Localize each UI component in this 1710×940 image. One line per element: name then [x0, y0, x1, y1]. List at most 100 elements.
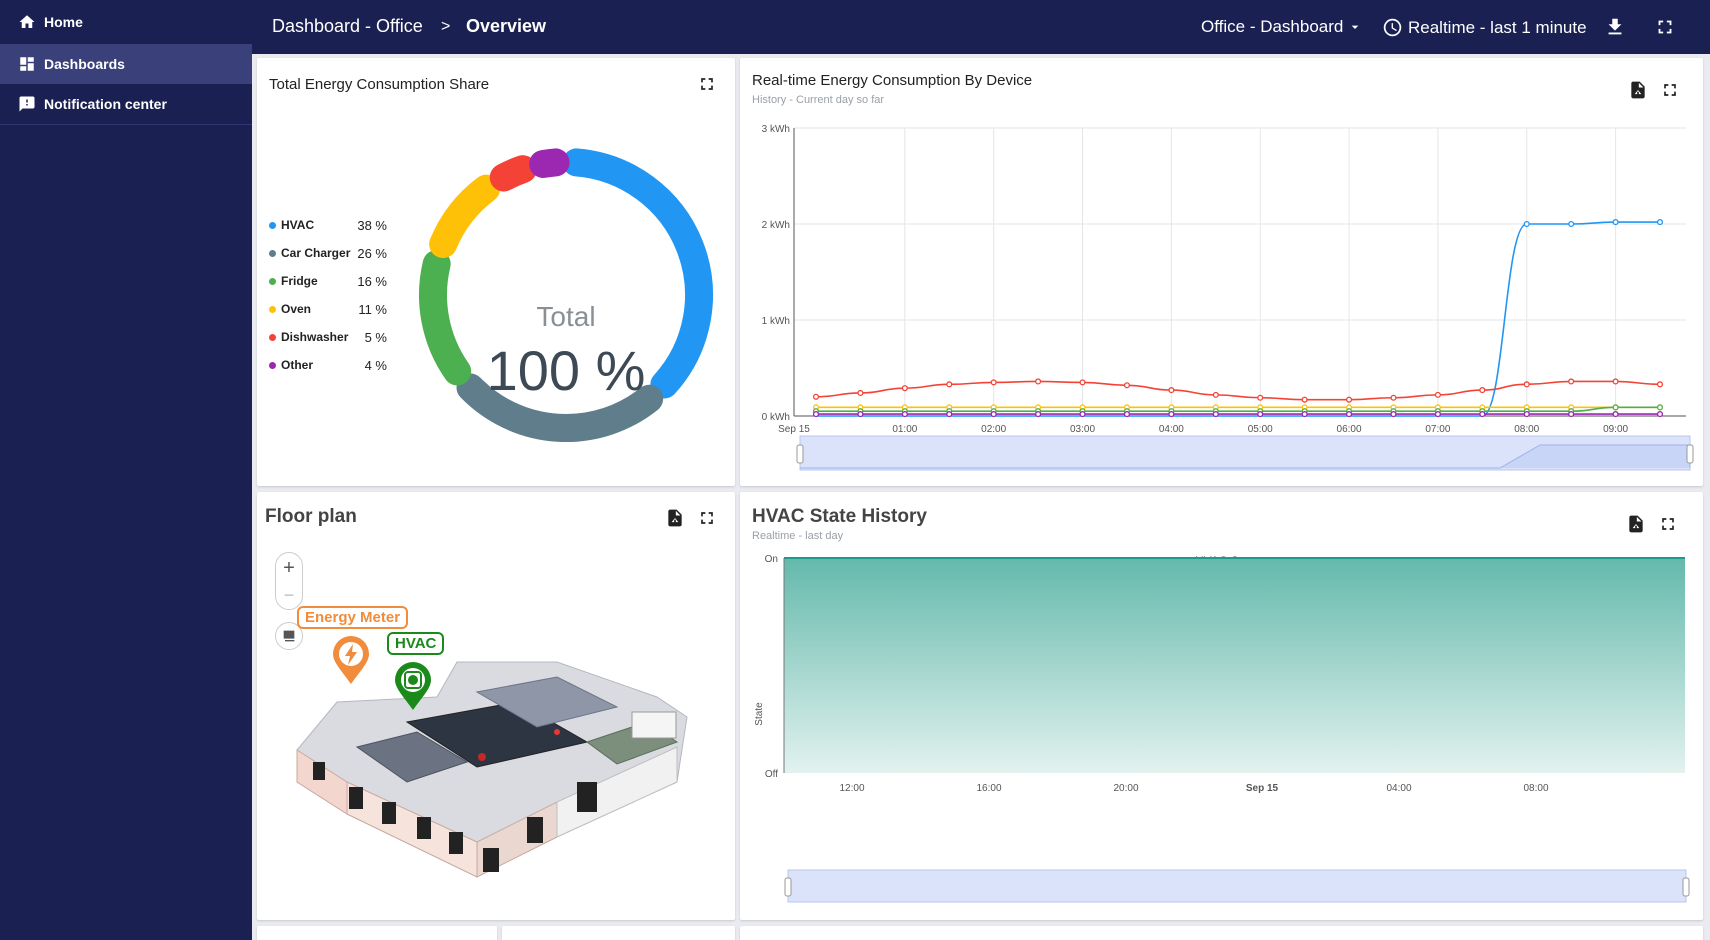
datazoom-handle-left[interactable] — [796, 444, 804, 464]
energy-meter-marker-label[interactable]: Energy Meter — [297, 606, 409, 629]
legend-dot — [269, 305, 276, 313]
dashboard-select[interactable]: Office - Dashboard — [1201, 17, 1363, 37]
export-button[interactable] — [1626, 514, 1646, 534]
series-line[interactable] — [815, 380, 1661, 401]
fan-icon — [404, 671, 422, 689]
data-point[interactable] — [1390, 394, 1397, 401]
data-point[interactable] — [990, 379, 997, 386]
x-tick-label: 07:00 — [1425, 424, 1450, 435]
data-point[interactable] — [1479, 411, 1486, 418]
data-point[interactable] — [901, 385, 908, 392]
data-point[interactable] — [1123, 411, 1130, 418]
data-point[interactable] — [1656, 381, 1664, 388]
data-point[interactable] — [1656, 219, 1664, 226]
data-point[interactable] — [990, 411, 997, 418]
x-tick-label: 04:00 — [1386, 783, 1411, 794]
legend-label: Dishwasher — [281, 330, 349, 344]
series-line[interactable] — [815, 406, 1660, 413]
export-file-icon — [668, 509, 682, 527]
donut-slice[interactable] — [562, 148, 713, 399]
data-point[interactable] — [1523, 411, 1530, 418]
donut-slice[interactable] — [429, 174, 501, 259]
data-point[interactable] — [1346, 396, 1353, 403]
data-point[interactable] — [1301, 411, 1308, 418]
data-point[interactable] — [1079, 411, 1086, 418]
datazoom-handle-right[interactable] — [1682, 877, 1690, 897]
fullscreen-button[interactable] — [697, 74, 717, 94]
datazoom-handle-left[interactable] — [784, 877, 792, 897]
data-point[interactable] — [1212, 391, 1219, 398]
legend-dot — [269, 221, 276, 229]
zoom-in-button[interactable]: + — [283, 557, 295, 579]
data-point[interactable] — [1568, 220, 1575, 228]
fullscreen-button[interactable] — [697, 508, 717, 528]
datazoom-handle-right[interactable] — [1686, 444, 1694, 464]
donut-slice[interactable] — [419, 249, 472, 386]
download-icon — [1608, 18, 1622, 35]
data-point[interactable] — [1612, 219, 1619, 226]
hvac-state-area[interactable] — [784, 558, 1685, 773]
breadcrumb-current: Overview — [466, 16, 547, 36]
x-tick-label: 08:00 — [1523, 783, 1548, 794]
data-point[interactable] — [812, 393, 820, 400]
download-button[interactable] — [1604, 16, 1626, 38]
data-point[interactable] — [1390, 411, 1397, 418]
donut-slice[interactable] — [489, 155, 537, 192]
export-button[interactable] — [1628, 80, 1648, 100]
partial-card — [257, 926, 497, 940]
datazoom-slider[interactable] — [787, 869, 1687, 903]
data-point[interactable] — [1035, 411, 1042, 418]
data-point[interactable] — [1656, 411, 1664, 418]
zoom-out-button[interactable]: − — [283, 585, 295, 605]
data-point[interactable] — [1257, 411, 1264, 418]
data-point[interactable] — [1301, 396, 1308, 403]
data-point[interactable] — [946, 381, 953, 388]
clock-icon — [1383, 18, 1402, 37]
data-point[interactable] — [1523, 381, 1530, 388]
donut-slice[interactable] — [529, 148, 570, 178]
data-point[interactable] — [1168, 387, 1175, 394]
fullscreen-button[interactable] — [1660, 80, 1680, 100]
fullscreen-icon — [1664, 84, 1676, 96]
card-title: Total Energy Consumption Share — [269, 76, 490, 93]
legend-label: HVAC — [281, 218, 315, 232]
data-point[interactable] — [1257, 394, 1264, 401]
fullscreen-button[interactable] — [1658, 514, 1678, 534]
energy-meter-marker[interactable] — [331, 636, 371, 686]
fullscreen-button[interactable] — [1654, 16, 1676, 38]
data-point[interactable] — [1523, 220, 1530, 228]
data-point[interactable] — [857, 389, 864, 397]
hvac-marker[interactable] — [393, 662, 433, 712]
data-point[interactable] — [1656, 404, 1664, 411]
data-point[interactable] — [901, 411, 908, 418]
notification-icon — [19, 96, 35, 112]
export-button[interactable] — [665, 508, 685, 528]
series-line[interactable] — [816, 221, 1660, 417]
data-point[interactable] — [1434, 391, 1441, 398]
data-point[interactable] — [1612, 404, 1619, 411]
data-point[interactable] — [1035, 378, 1042, 385]
sidebar-item-dashboards[interactable]: Dashboards — [0, 44, 252, 84]
data-point[interactable] — [812, 411, 820, 418]
x-tick-label: 01:00 — [892, 424, 917, 435]
data-point[interactable] — [1346, 411, 1353, 418]
data-point[interactable] — [1434, 411, 1441, 418]
data-point[interactable] — [857, 411, 864, 418]
hvac-marker-label[interactable]: HVAC — [387, 632, 445, 655]
data-point[interactable] — [1168, 411, 1175, 418]
data-point[interactable] — [1079, 379, 1086, 386]
data-point[interactable] — [1123, 382, 1130, 389]
breadcrumb-parent[interactable]: Dashboard - Office — [272, 16, 423, 36]
data-point[interactable] — [1479, 387, 1486, 394]
sidebar-item-home[interactable]: Home — [0, 2, 252, 42]
legend-label: Car Charger — [281, 246, 351, 260]
data-point[interactable] — [1568, 378, 1575, 385]
data-point[interactable] — [1568, 411, 1575, 418]
data-point[interactable] — [946, 411, 953, 418]
timewindow-button[interactable]: Realtime - last 1 minute — [1382, 17, 1587, 38]
data-point[interactable] — [1212, 411, 1219, 418]
data-point[interactable] — [1612, 411, 1619, 418]
data-point[interactable] — [1612, 378, 1619, 385]
donut-slice[interactable] — [456, 373, 664, 442]
sidebar-item-notification-center[interactable]: Notification center — [0, 84, 252, 124]
